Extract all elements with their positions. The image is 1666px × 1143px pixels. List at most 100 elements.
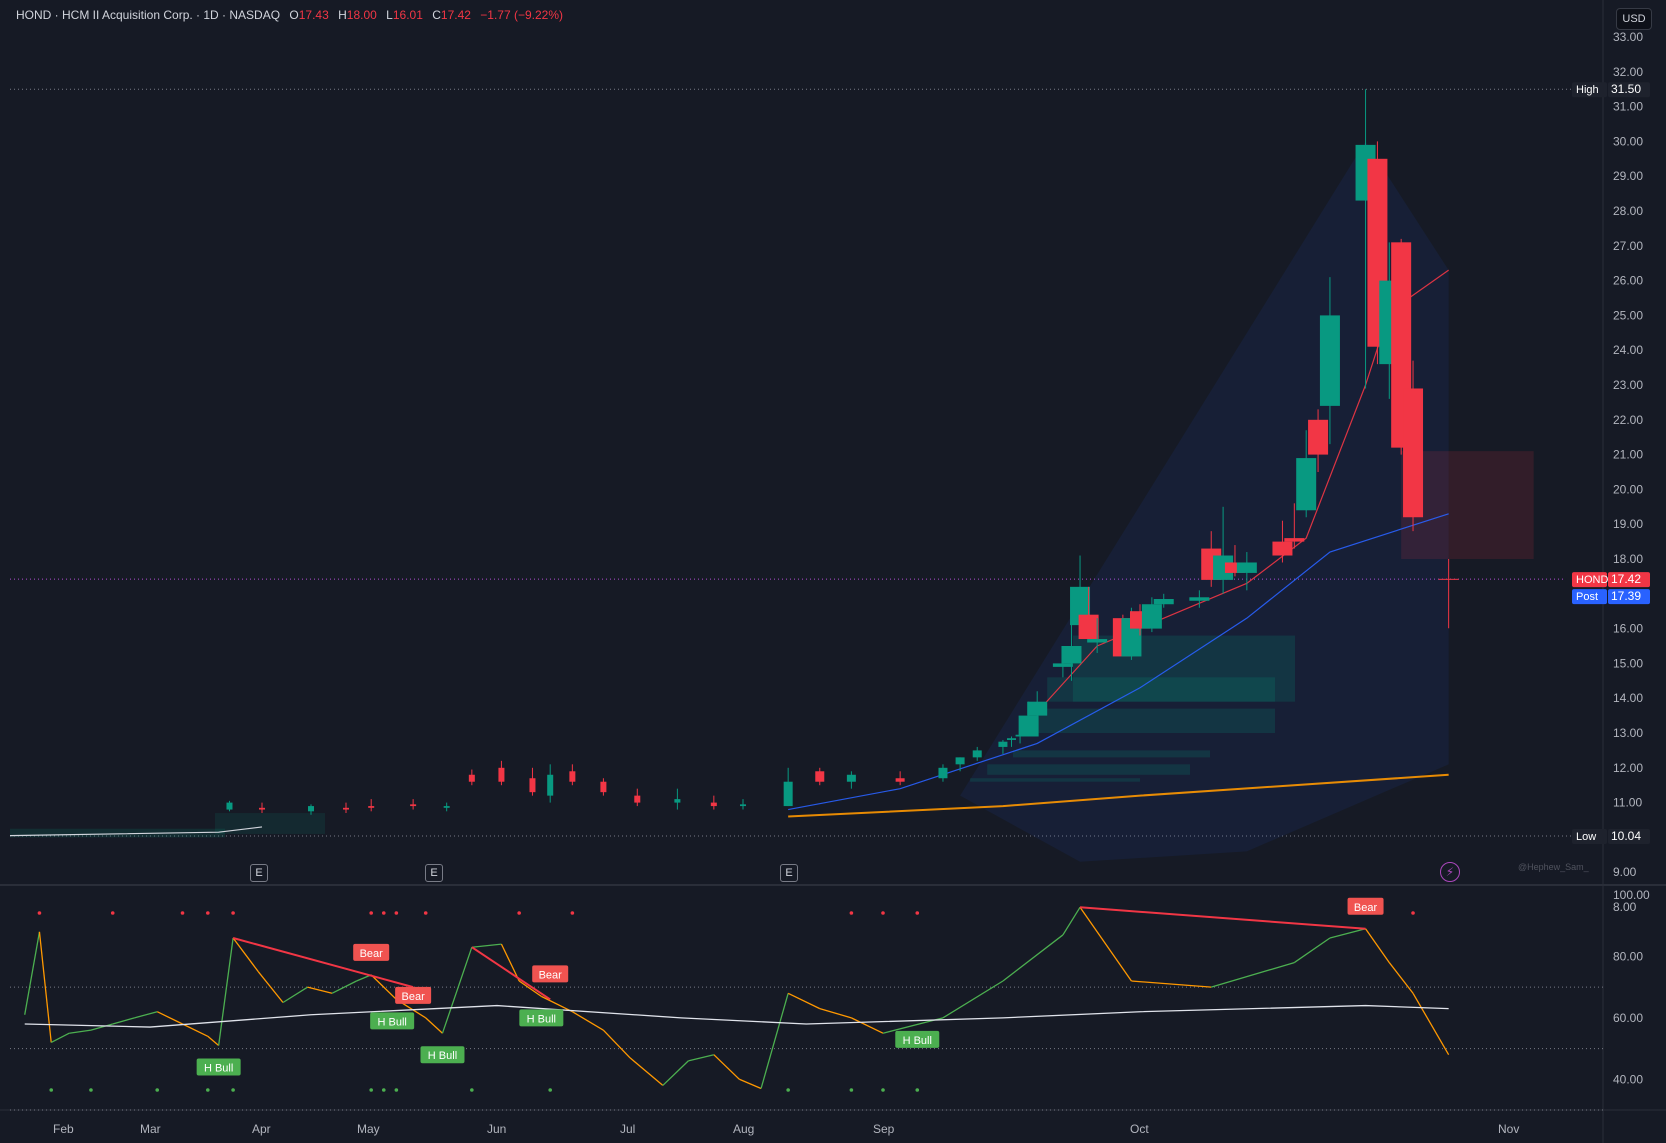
time-tick: Sep	[873, 1122, 895, 1136]
rsi-segment	[629, 1057, 664, 1086]
signal-dot	[394, 911, 399, 915]
signal-dot	[206, 1088, 210, 1092]
lightning-icon[interactable]: ⚡	[1440, 862, 1460, 882]
time-tick: Feb	[53, 1122, 74, 1136]
time-tick: Oct	[1130, 1122, 1149, 1136]
signal-dot	[881, 1088, 885, 1092]
svg-text:High: High	[1576, 84, 1599, 96]
price-tick: 9.00	[1613, 865, 1637, 879]
candle	[1284, 503, 1305, 549]
rsi-segment	[851, 1017, 884, 1034]
currency-button[interactable]: USD	[1616, 8, 1652, 30]
candle	[1189, 590, 1210, 608]
svg-text:Low: Low	[1576, 831, 1596, 843]
bear-label: Bear	[532, 965, 569, 983]
svg-text:H Bull: H Bull	[204, 1063, 233, 1075]
price-tick: 20.00	[1613, 482, 1643, 496]
high-price-tag: High 31.50	[1572, 82, 1650, 98]
rsi-tick: 80.00	[1613, 949, 1643, 963]
bear-label: Bear	[1347, 897, 1384, 915]
price-tick: 15.00	[1613, 656, 1643, 670]
candle	[740, 799, 746, 810]
price-tick: 32.00	[1613, 65, 1643, 79]
rsi-segment	[1388, 962, 1414, 994]
signal-dot	[470, 1088, 474, 1092]
last-price-tag: HOND 17.42	[1572, 572, 1650, 588]
rsi-segment	[602, 1029, 631, 1059]
rsi-segment	[441, 947, 473, 1034]
rsi-segment	[1329, 928, 1366, 939]
signal-dot	[548, 1088, 552, 1092]
price-tick: 19.00	[1613, 517, 1643, 531]
signal-dot	[155, 1088, 160, 1092]
candle	[1308, 409, 1329, 472]
signal-dot	[423, 911, 428, 915]
svg-text:H Bull: H Bull	[903, 1035, 932, 1047]
rsi-segment	[257, 971, 284, 1003]
signal-dot	[231, 911, 235, 915]
price-tick: 31.00	[1613, 100, 1643, 114]
rsi-segment	[787, 992, 821, 1010]
time-tick: May	[357, 1122, 380, 1136]
rsi-segment	[425, 1017, 443, 1034]
demand-zone	[1072, 635, 1295, 702]
divergence-line	[232, 937, 414, 989]
time-tick: Nov	[1498, 1122, 1519, 1136]
signal-dot	[915, 1088, 920, 1092]
rsi-segment	[218, 937, 234, 1046]
svg-text:Bear: Bear	[539, 969, 563, 981]
svg-text:31.50: 31.50	[1611, 82, 1641, 96]
earnings-marker[interactable]: E	[780, 864, 798, 882]
change-value: −1.77 (−9.22%)	[480, 8, 564, 22]
candle	[1078, 586, 1099, 640]
price-tick: 25.00	[1613, 308, 1643, 322]
svg-text:Bear: Bear	[1354, 902, 1378, 914]
sma-line	[788, 773, 1449, 818]
svg-text:H Bull: H Bull	[527, 1013, 556, 1025]
svg-text:17.39: 17.39	[1611, 589, 1641, 603]
fvg-zone	[1401, 451, 1534, 559]
candle	[368, 799, 375, 812]
time-tick: Apr	[252, 1122, 271, 1136]
demand-zone	[1047, 677, 1275, 702]
candle	[955, 757, 965, 772]
sma-line	[788, 513, 1449, 811]
rsi-segment	[1131, 980, 1212, 988]
candle	[547, 764, 554, 803]
close-value: 17.42	[440, 8, 471, 22]
rsi-segment	[1412, 992, 1450, 1056]
demand-zone	[1038, 708, 1275, 733]
price-tick: 21.00	[1613, 448, 1643, 462]
candle	[1296, 430, 1317, 518]
divergence-line	[471, 946, 551, 1001]
signal-dot	[381, 1088, 386, 1092]
signal-dot	[849, 1088, 854, 1092]
rsi-segment	[942, 980, 1004, 1019]
signal-dot	[89, 1088, 93, 1092]
price-tick: 18.00	[1613, 552, 1643, 566]
signal-dot	[37, 911, 42, 915]
rsi-segment	[112, 1017, 135, 1025]
rsi-segment	[134, 1011, 158, 1019]
signal-dot	[110, 911, 115, 915]
candle	[846, 771, 856, 789]
candle	[308, 804, 314, 815]
earnings-marker[interactable]: E	[250, 864, 268, 882]
rsi-segment	[1062, 906, 1081, 936]
signal-dot	[180, 911, 185, 915]
rsi-segment	[819, 1008, 852, 1019]
candle	[972, 746, 982, 761]
candle	[1061, 614, 1082, 681]
divergence-line	[1079, 906, 1366, 930]
candle	[634, 788, 641, 807]
demand-zone	[970, 778, 1140, 782]
rsi-segment	[518, 980, 542, 997]
price-tick: 14.00	[1613, 691, 1643, 705]
rsi-tick: 40.00	[1613, 1072, 1643, 1086]
earnings-marker[interactable]: E	[425, 864, 443, 882]
rsi-segment	[282, 986, 308, 1004]
price-tick: 28.00	[1613, 204, 1643, 218]
rsi-segment	[572, 1011, 604, 1031]
